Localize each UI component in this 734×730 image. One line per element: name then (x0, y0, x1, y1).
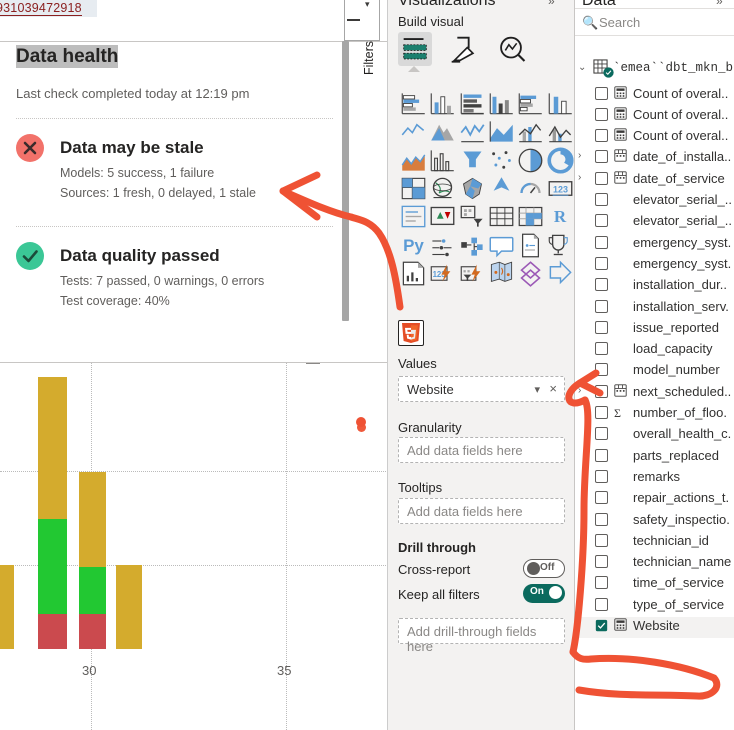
svg-text:123: 123 (552, 184, 567, 194)
